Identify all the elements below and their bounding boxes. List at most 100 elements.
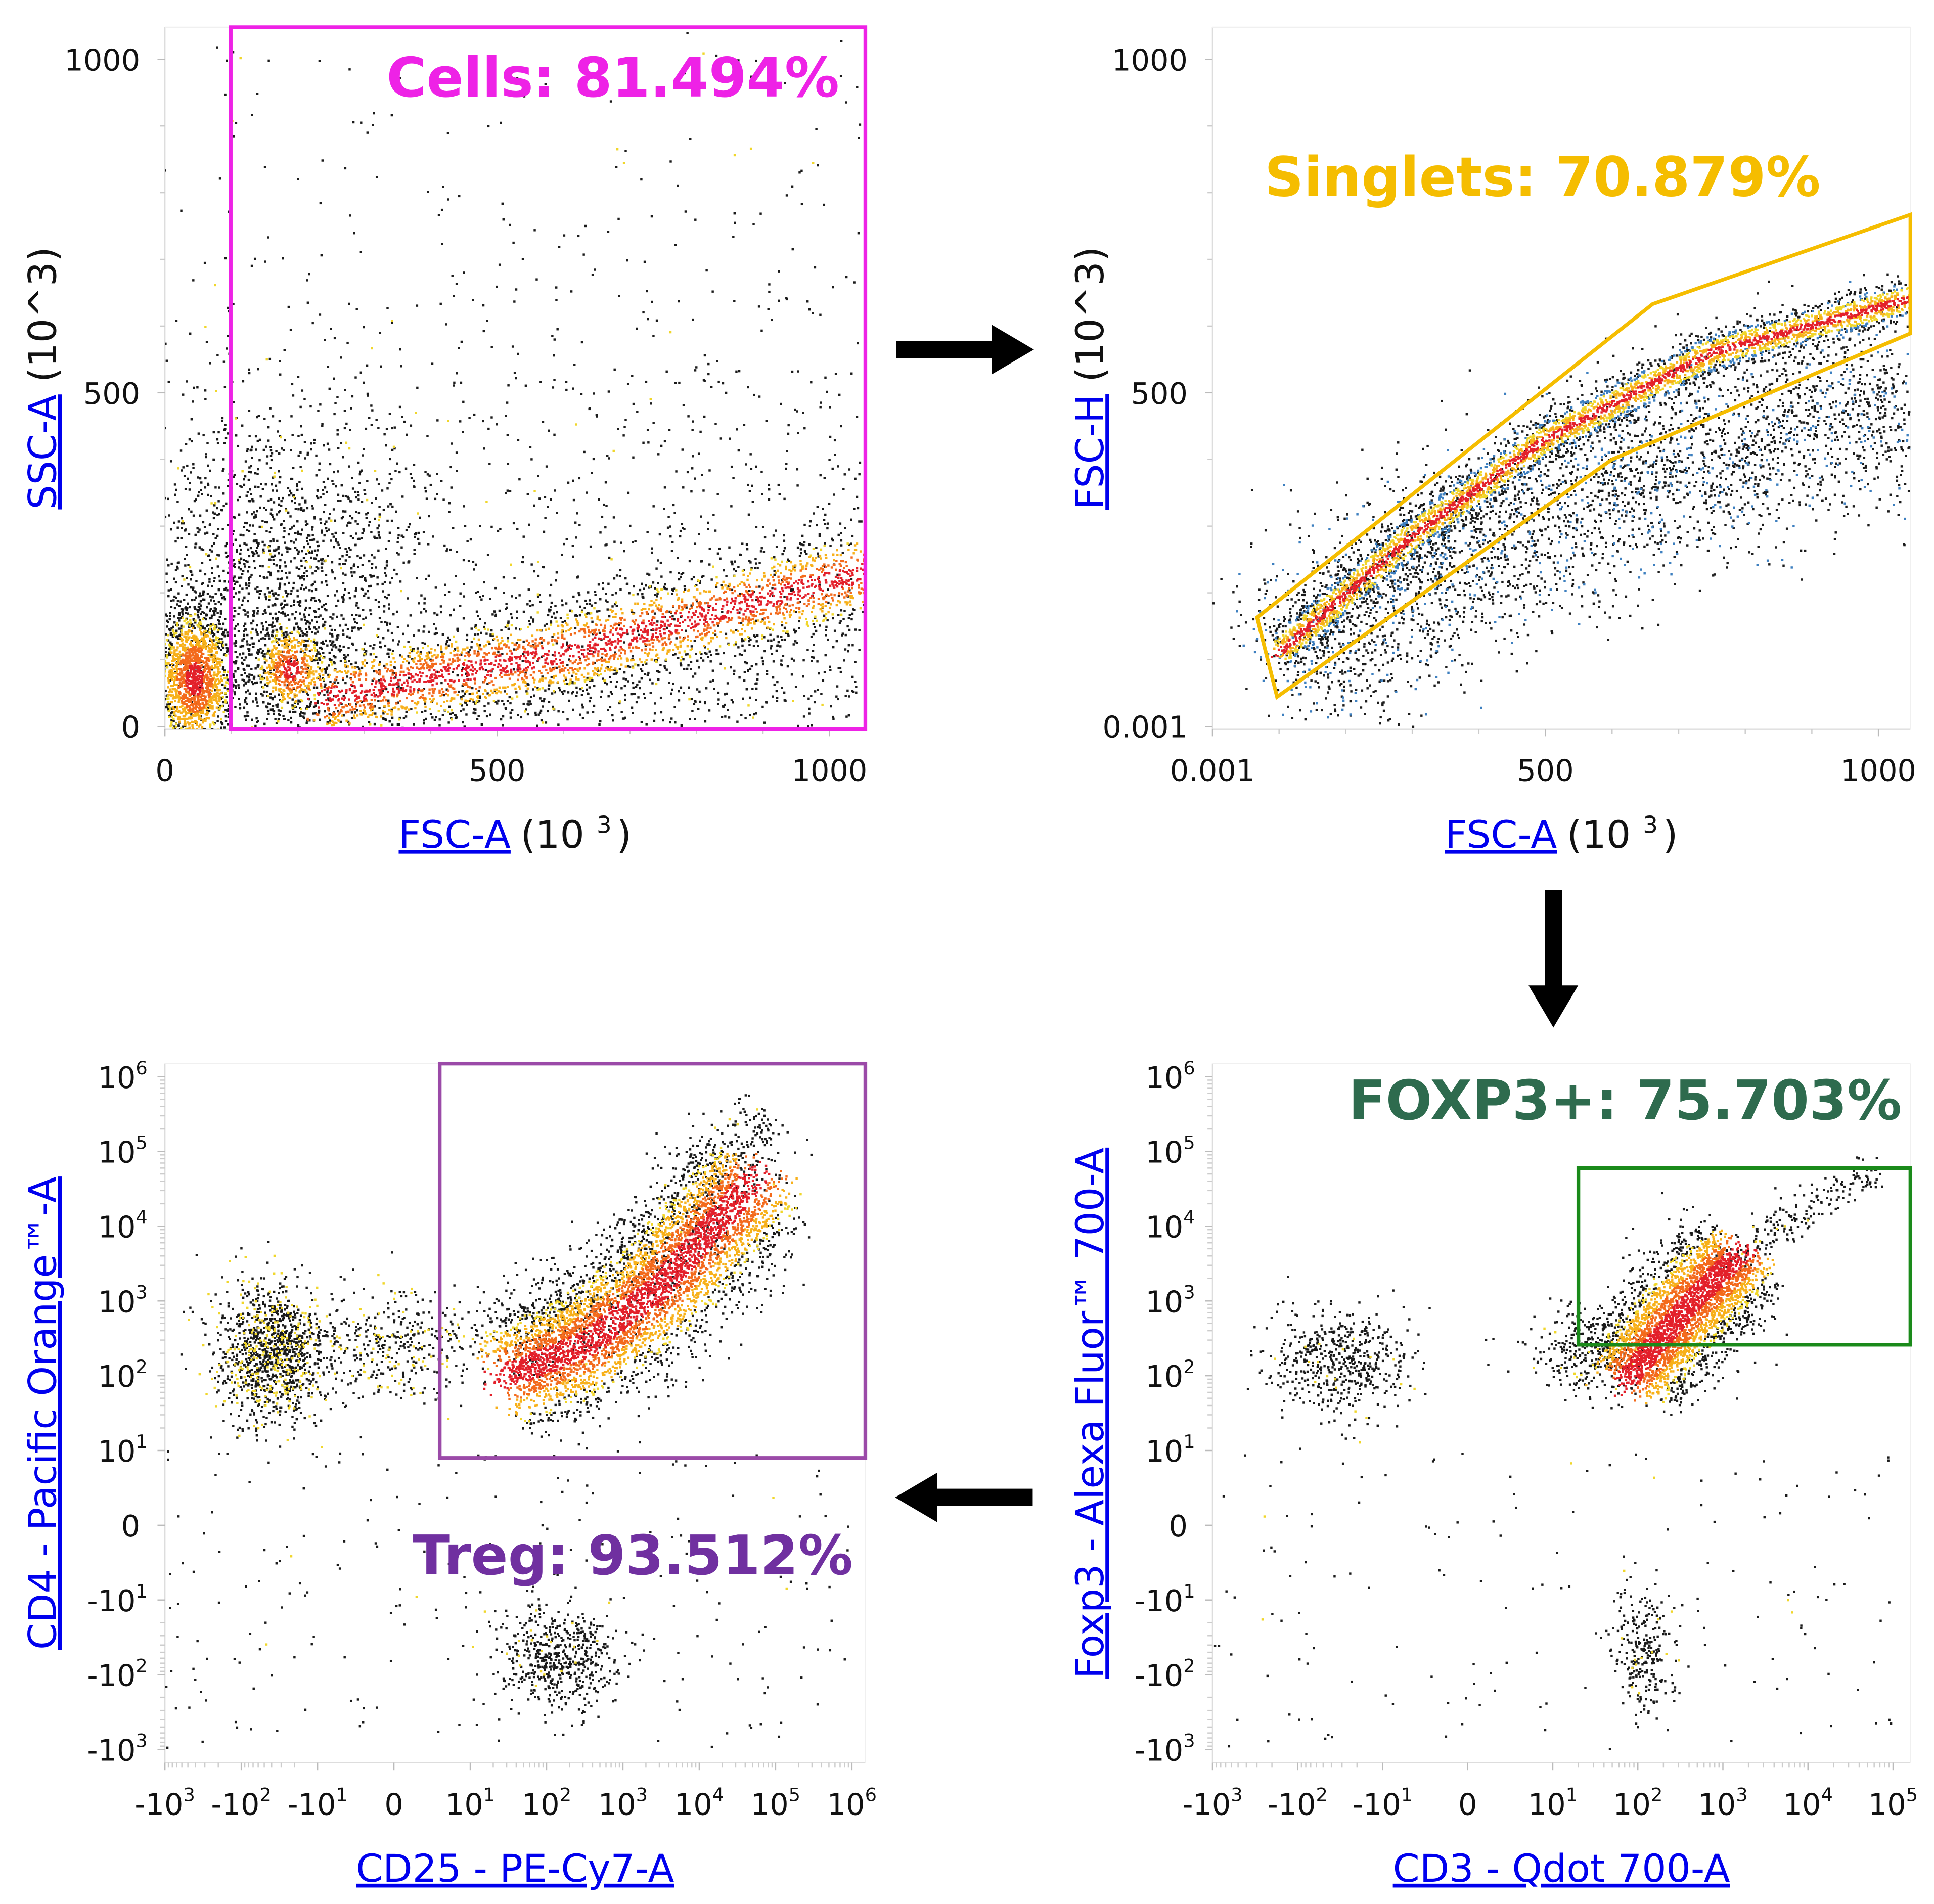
event-point xyxy=(632,712,634,714)
event-point xyxy=(292,586,295,590)
event-point xyxy=(216,651,218,653)
event-point xyxy=(817,552,819,555)
event-point xyxy=(678,300,680,303)
event-point xyxy=(426,473,429,476)
event-point xyxy=(351,487,354,490)
event-point xyxy=(567,691,570,694)
event-point xyxy=(771,567,774,570)
event-point xyxy=(366,480,369,482)
event-point xyxy=(304,732,306,734)
event-point xyxy=(135,635,137,637)
event-point xyxy=(175,655,178,657)
event-point xyxy=(752,223,755,225)
event-point xyxy=(253,682,256,685)
event-point xyxy=(200,624,202,627)
event-point xyxy=(256,607,259,609)
event-point xyxy=(199,592,202,595)
event-point xyxy=(346,635,349,638)
event-point xyxy=(291,704,294,707)
event-point xyxy=(574,627,577,629)
event-point xyxy=(624,150,627,152)
event-point xyxy=(306,522,309,525)
event-point xyxy=(239,552,242,555)
event-point xyxy=(445,641,448,644)
event-point xyxy=(659,561,662,564)
event-point xyxy=(544,83,547,85)
event-point xyxy=(272,592,275,595)
event-point xyxy=(665,587,668,591)
event-point xyxy=(175,665,177,668)
event-point xyxy=(754,682,757,685)
event-point xyxy=(207,650,210,653)
event-point xyxy=(172,746,174,748)
event-point xyxy=(186,607,189,610)
event-point xyxy=(247,680,250,683)
event-point xyxy=(232,401,235,403)
event-point xyxy=(755,619,757,622)
event-point xyxy=(785,194,788,197)
event-point xyxy=(747,483,749,486)
event-point xyxy=(244,656,247,659)
event-point xyxy=(734,560,736,563)
event-point xyxy=(311,528,313,531)
event-point xyxy=(257,542,260,545)
event-point xyxy=(297,508,300,511)
event-point xyxy=(344,588,346,591)
event-point xyxy=(172,625,174,628)
event-point xyxy=(197,625,200,628)
event-point xyxy=(160,700,162,702)
event-point xyxy=(181,522,183,525)
event-point xyxy=(304,599,307,602)
event-point xyxy=(729,437,731,440)
event-point xyxy=(398,405,401,409)
event-point xyxy=(295,538,297,541)
event-point xyxy=(578,524,581,526)
event-point xyxy=(202,719,204,721)
event-point xyxy=(613,368,616,371)
event-point xyxy=(267,499,270,502)
event-point xyxy=(211,684,214,686)
event-point xyxy=(201,647,204,650)
event-point xyxy=(209,609,211,612)
event-point xyxy=(169,614,171,617)
event-point xyxy=(298,481,301,483)
event-point xyxy=(545,623,548,625)
event-point xyxy=(386,519,389,522)
event-point xyxy=(324,669,327,672)
event-point xyxy=(275,704,278,707)
event-point xyxy=(775,546,778,548)
event-point xyxy=(234,651,237,653)
event-point xyxy=(746,548,749,551)
event-point xyxy=(417,512,419,515)
event-point xyxy=(542,721,545,724)
event-point xyxy=(392,445,395,448)
event-point xyxy=(336,470,339,473)
event-point xyxy=(413,463,416,466)
event-point xyxy=(160,625,162,627)
event-point xyxy=(156,587,158,589)
event-point xyxy=(203,526,206,528)
event-point xyxy=(245,583,248,586)
event-point xyxy=(256,665,259,668)
event-point xyxy=(254,724,257,728)
event-point xyxy=(248,649,251,652)
event-point xyxy=(289,753,291,755)
event-point xyxy=(285,508,287,511)
event-point xyxy=(153,715,155,717)
event-point xyxy=(847,714,850,717)
event-point xyxy=(199,761,201,763)
event-point xyxy=(172,706,174,708)
event-point xyxy=(208,647,210,650)
event-point xyxy=(715,649,718,652)
event-point xyxy=(646,531,649,533)
event-point xyxy=(637,630,639,633)
event-point xyxy=(330,659,333,662)
event-point xyxy=(38,577,40,579)
event-point xyxy=(227,571,229,574)
event-point xyxy=(311,538,314,541)
event-point xyxy=(772,628,774,631)
event-point xyxy=(398,716,401,719)
event-point xyxy=(854,661,857,663)
event-point xyxy=(527,703,530,706)
event-point xyxy=(241,678,244,682)
